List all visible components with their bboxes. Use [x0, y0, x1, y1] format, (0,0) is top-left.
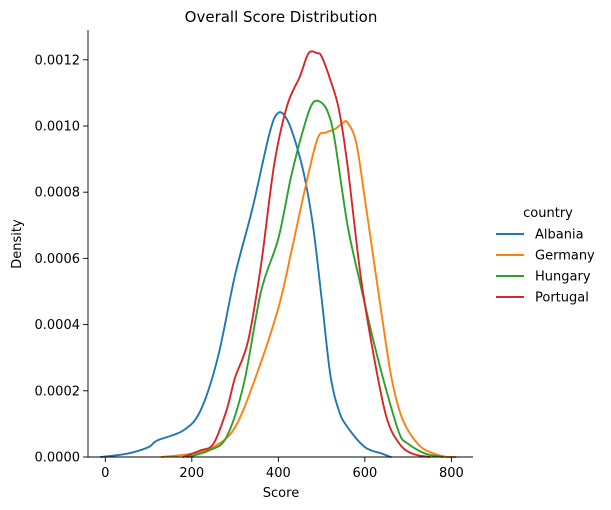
legend-label: Hungary	[535, 270, 591, 285]
plot-area: 0 200 400 600 800 0.00000.00020.00040.00060.…	[35, 30, 473, 481]
y-ticks: 0.0000 0.0002 0.0004 0.0006 0.0008 0.0010 0.00…	[35, 53, 88, 466]
y-tick-label: 0.0010	[35, 119, 81, 134]
legend-title: country	[523, 206, 573, 221]
legend: country Albania Germany Hungary Portugal	[496, 206, 595, 306]
y-tick-label: 0.0006	[35, 252, 81, 267]
y-tick-label: 0.0008	[35, 186, 81, 201]
series-line-germany	[160, 120, 457, 458]
y-tick-label: 0.0002	[35, 384, 81, 399]
legend-item-germany: Germany	[496, 249, 595, 264]
x-tick-label: 800	[439, 466, 464, 481]
x-ticks: 0 200 400 600 800	[101, 457, 464, 481]
y-axis-title: Density	[10, 219, 25, 269]
legend-label: Germany	[535, 249, 595, 264]
legend-item-portugal: Portugal	[496, 291, 589, 306]
legend-item-hungary: Hungary	[496, 270, 591, 285]
legend-item-albania: Albania	[496, 228, 584, 243]
legend-items: Albania Germany Hungary Portugal	[496, 228, 595, 306]
y-tick-label: 0.0012	[35, 53, 81, 68]
x-axis-title: Score	[263, 486, 299, 501]
legend-label: Albania	[535, 228, 584, 243]
series-line-albania	[100, 111, 392, 458]
legend-label: Portugal	[535, 291, 589, 306]
y-tick-label: 0.0000	[35, 451, 81, 466]
series-line-hungary	[186, 99, 444, 458]
chart-title: Overall Score Distribution	[185, 8, 378, 26]
x-tick-label: 600	[352, 466, 377, 481]
series-group	[100, 50, 457, 458]
x-tick-label: 0	[101, 466, 109, 481]
x-tick-label: 400	[266, 466, 291, 481]
y-tick-label: 0.0004	[35, 318, 81, 333]
series-line-portugal	[182, 50, 431, 458]
x-tick-label: 200	[179, 466, 204, 481]
